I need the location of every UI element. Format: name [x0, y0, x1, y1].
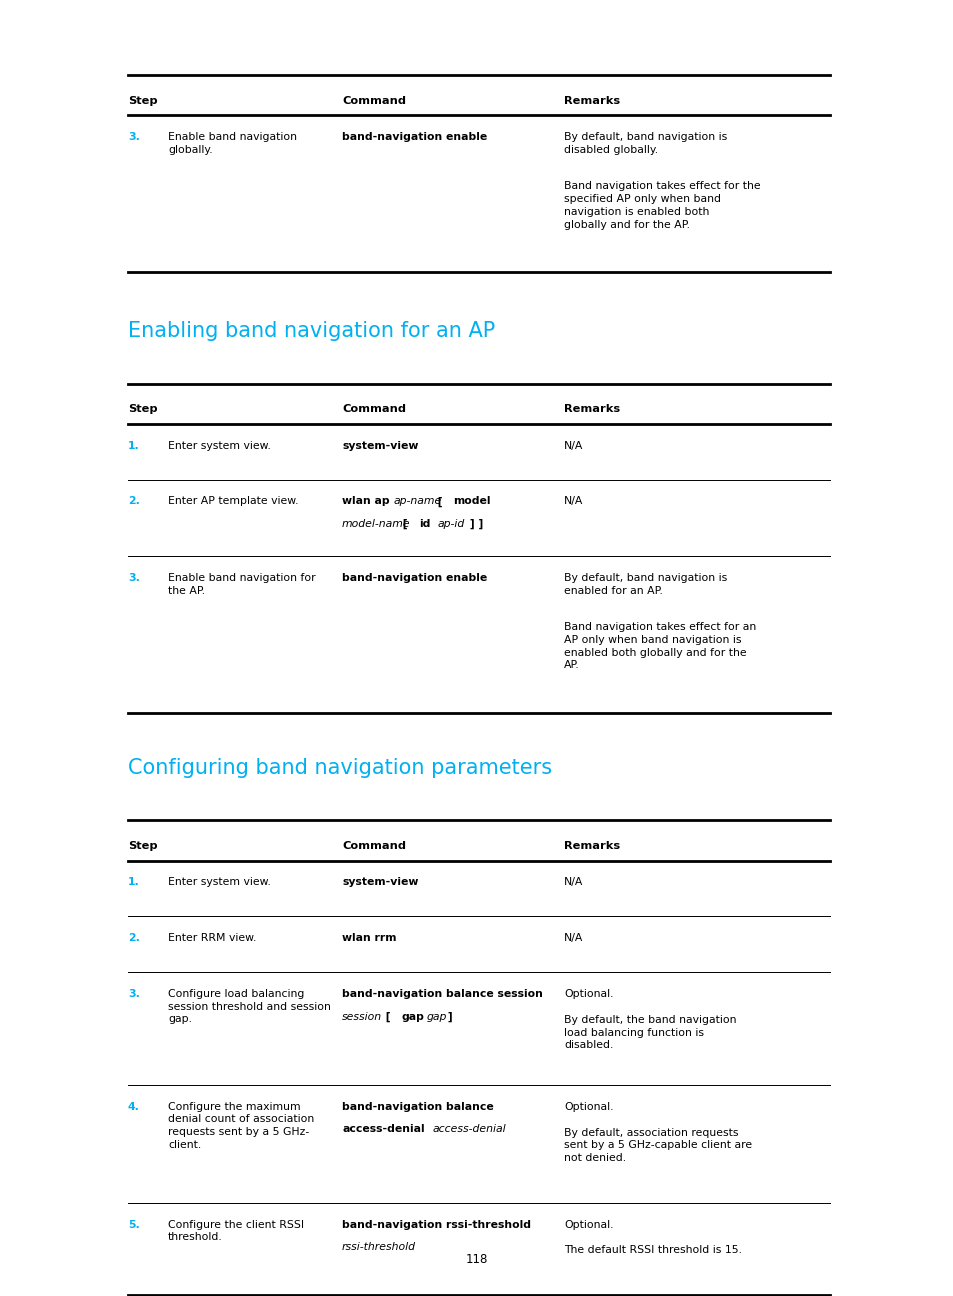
- Text: Enter system view.: Enter system view.: [168, 877, 271, 888]
- Text: Configure the client RSSI
threshold.: Configure the client RSSI threshold.: [168, 1220, 304, 1243]
- Text: 3.: 3.: [128, 989, 139, 999]
- Text: Remarks: Remarks: [563, 96, 619, 106]
- Text: Configure load balancing
session threshold and session
gap.: Configure load balancing session thresho…: [168, 989, 331, 1024]
- Text: Enable band navigation
globally.: Enable band navigation globally.: [168, 132, 296, 156]
- Text: access-denial: access-denial: [432, 1125, 505, 1134]
- Text: Enabling band navigation for an AP: Enabling band navigation for an AP: [128, 321, 495, 341]
- Text: Band navigation takes effect for an
AP only when band navigation is
enabled both: Band navigation takes effect for an AP o…: [563, 622, 756, 670]
- Text: 2.: 2.: [128, 933, 139, 943]
- Text: By default, association requests
sent by a 5 GHz-capable client are
not denied.: By default, association requests sent by…: [563, 1128, 751, 1163]
- Text: N/A: N/A: [563, 877, 582, 888]
- Text: Enter RRM view.: Enter RRM view.: [168, 933, 256, 943]
- Text: Optional.: Optional.: [563, 1220, 613, 1230]
- Text: model: model: [453, 496, 491, 507]
- Text: Command: Command: [341, 96, 406, 106]
- Text: Step: Step: [128, 404, 157, 415]
- Text: Remarks: Remarks: [563, 841, 619, 851]
- Text: ] ]: ] ]: [465, 520, 483, 529]
- Text: Command: Command: [341, 404, 406, 415]
- Text: Configuring band navigation parameters: Configuring band navigation parameters: [128, 758, 552, 778]
- Text: gap: gap: [401, 1012, 424, 1021]
- Text: N/A: N/A: [563, 933, 582, 943]
- Text: Enter AP template view.: Enter AP template view.: [168, 496, 298, 507]
- Text: By default, band navigation is
disabled globally.: By default, band navigation is disabled …: [563, 132, 726, 156]
- Text: Configure the maximum
denial count of association
requests sent by a 5 GHz-
clie: Configure the maximum denial count of as…: [168, 1102, 314, 1150]
- Text: [: [: [434, 496, 446, 507]
- Text: 118: 118: [465, 1253, 488, 1266]
- Text: 3.: 3.: [128, 132, 139, 143]
- Text: Optional.: Optional.: [563, 989, 613, 999]
- Text: band-navigation enable: band-navigation enable: [341, 573, 487, 583]
- Text: ]: ]: [443, 1012, 452, 1021]
- Text: N/A: N/A: [563, 441, 582, 451]
- Text: [: [: [398, 520, 411, 529]
- Text: system-view: system-view: [341, 877, 418, 888]
- Text: 1.: 1.: [128, 441, 139, 451]
- Text: Step: Step: [128, 96, 157, 106]
- Text: access-denial: access-denial: [341, 1125, 424, 1134]
- Text: Step: Step: [128, 841, 157, 851]
- Text: Command: Command: [341, 841, 406, 851]
- Text: 1.: 1.: [128, 877, 139, 888]
- Text: wlan rrm: wlan rrm: [341, 933, 396, 943]
- Text: Optional.: Optional.: [563, 1102, 613, 1112]
- Text: N/A: N/A: [563, 496, 582, 507]
- Text: ap-name: ap-name: [394, 496, 441, 507]
- Text: Enter system view.: Enter system view.: [168, 441, 271, 451]
- Text: band-navigation enable: band-navigation enable: [341, 132, 487, 143]
- Text: system-view: system-view: [341, 441, 418, 451]
- Text: Remarks: Remarks: [563, 404, 619, 415]
- Text: Band navigation takes effect for the
specified AP only when band
navigation is e: Band navigation takes effect for the spe…: [563, 181, 760, 229]
- Text: 3.: 3.: [128, 573, 139, 583]
- Text: [: [: [381, 1012, 394, 1021]
- Text: session: session: [341, 1012, 382, 1021]
- Text: The default RSSI threshold is 15.: The default RSSI threshold is 15.: [563, 1245, 741, 1256]
- Text: id: id: [418, 520, 430, 529]
- Text: By default, band navigation is
enabled for an AP.: By default, band navigation is enabled f…: [563, 573, 726, 596]
- Text: 4.: 4.: [128, 1102, 139, 1112]
- Text: ap-id: ap-id: [436, 520, 464, 529]
- Text: band-navigation balance: band-navigation balance: [341, 1102, 494, 1112]
- Text: gap: gap: [426, 1012, 447, 1021]
- Text: 5.: 5.: [128, 1220, 139, 1230]
- Text: model-name: model-name: [341, 520, 410, 529]
- Text: wlan ap: wlan ap: [341, 496, 393, 507]
- Text: band-navigation balance session: band-navigation balance session: [341, 989, 542, 999]
- Text: Enable band navigation for
the AP.: Enable band navigation for the AP.: [168, 573, 315, 596]
- Text: By default, the band navigation
load balancing function is
disabled.: By default, the band navigation load bal…: [563, 1015, 736, 1050]
- Text: rssi-threshold: rssi-threshold: [341, 1243, 416, 1252]
- Text: 2.: 2.: [128, 496, 139, 507]
- Text: band-navigation rssi-threshold: band-navigation rssi-threshold: [341, 1220, 531, 1230]
